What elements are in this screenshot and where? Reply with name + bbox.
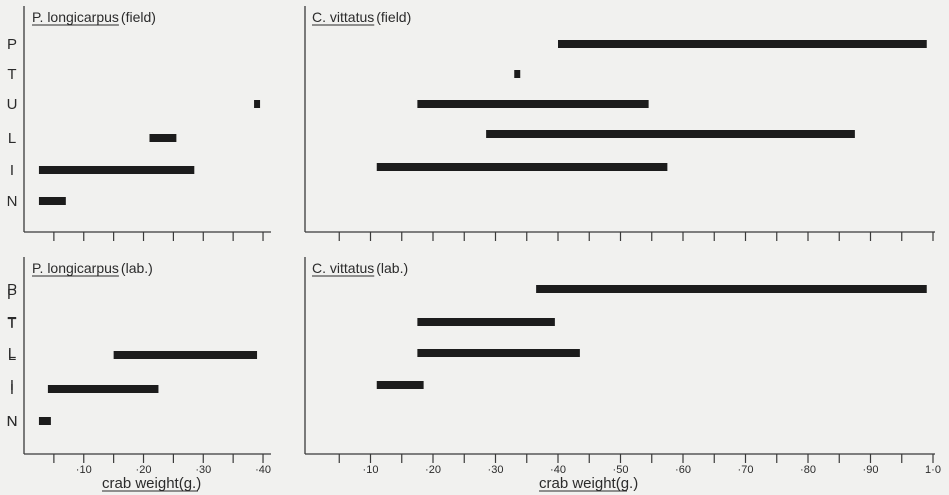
panel-title-species: P. longicarpus [32,260,119,276]
panel-title-condition: (field) [376,9,411,25]
x-tick-label: ·10 [76,464,92,476]
range-bar [536,285,927,293]
panel-title-condition: (lab.) [376,260,408,276]
y-category-label: T [7,66,16,83]
range-bar [417,349,580,357]
range-bar [376,381,424,389]
x-axis-label-right: crab weight(g.) [539,475,638,492]
y-category-label: T [7,315,16,332]
range-bar [417,100,649,108]
y-category-label: P [7,286,17,303]
x-tick-label: ·20 [136,464,152,476]
x-tick-label: ·40 [255,464,271,476]
y-category-label: L [8,345,16,362]
panel-title-species: C. vittatus [312,260,374,276]
range-bar [486,130,855,138]
x-tick-label: ·20 [425,464,441,476]
range-bar [38,417,51,425]
range-bar [149,134,177,142]
range-bar [38,166,195,174]
y-category-label: I [10,377,14,394]
y-category-label: L [8,347,16,364]
x-tick-label: ·30 [488,464,504,476]
panel-title-condition: (field) [121,9,156,25]
range-bar [514,70,521,78]
y-category-label: N [7,193,18,210]
range-bar [38,197,66,205]
panel-title-species: C. vittatus [312,9,374,25]
x-tick-label: ·30 [195,464,211,476]
range-bar [254,100,261,108]
y-category-label: P [7,281,17,298]
y-category-label: I [10,381,14,398]
range-bar [417,318,555,326]
range-bar [47,385,159,393]
x-axis-label-left: crab weight(g.) [102,475,201,492]
x-tick-label: ·10 [363,464,379,476]
x-tick-label: ·80 [800,464,816,476]
range-bar [558,40,927,48]
range-bar [376,163,668,171]
x-tick-label: ·60 [675,464,691,476]
x-tick-label: ·70 [738,464,754,476]
x-tick-label: ·40 [550,464,566,476]
x-tick-label: ·90 [863,464,879,476]
x-tick-label: ·50 [613,464,629,476]
y-category-label: N [7,413,18,430]
y-category-label: P [7,36,17,53]
y-category-label: I [10,162,14,179]
panel-title-species: P. longicarpus [32,9,119,25]
panel-title-condition: (lab.) [121,260,153,276]
x-tick-label: 1·0 [925,464,941,476]
range-bar [113,351,258,359]
y-category-label: U [7,96,18,113]
y-category-label: L [8,130,16,147]
y-category-label: N [7,413,18,430]
y-category-label: T [7,314,16,331]
